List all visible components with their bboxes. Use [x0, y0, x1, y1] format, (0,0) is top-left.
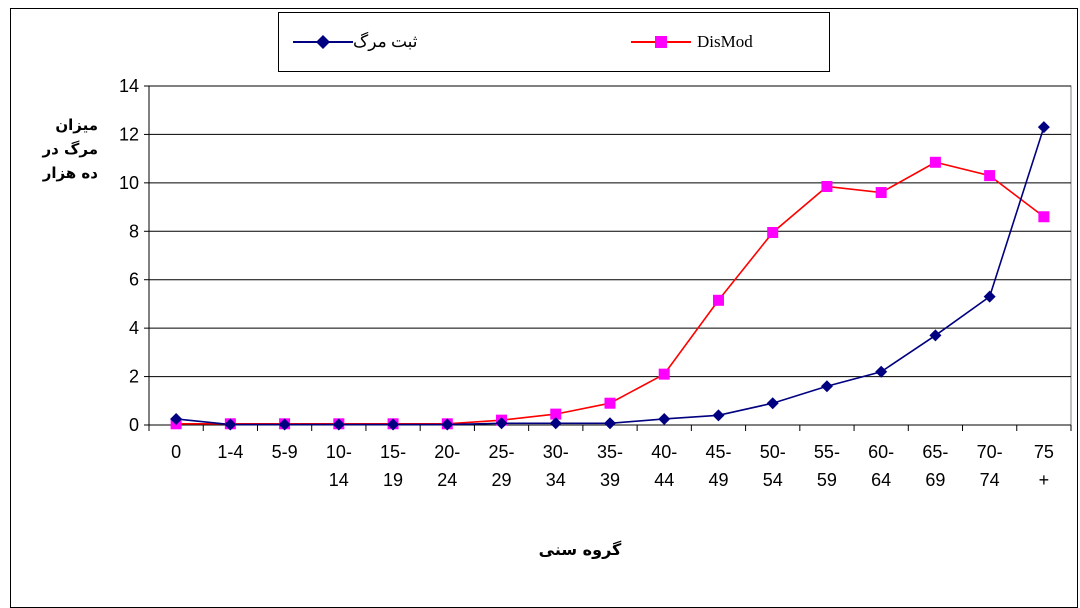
series-1-point-7 [549, 417, 562, 430]
x-tick-label-8-1: 39 [600, 470, 620, 490]
x-axis-label: گروه سنی [538, 540, 622, 559]
x-tick-label-7-0: 30- [543, 442, 569, 462]
series-1-point-12 [820, 380, 833, 393]
y-tick-label-4: 4 [129, 318, 139, 338]
series-0-point-15 [984, 170, 996, 182]
series-0-point-8 [604, 397, 616, 409]
series-line-0 [176, 161, 1045, 425]
x-tick-label-14-0: 65- [922, 442, 948, 462]
x-tick-label-9-0: 40- [651, 442, 677, 462]
x-tick-label-4-1: 19 [383, 470, 403, 490]
series-0-point-9 [658, 368, 670, 380]
series-1-point-1 [224, 418, 237, 431]
legend-swatch-death-registry [293, 35, 353, 49]
series-1-point-14 [929, 329, 942, 342]
y-axis-label: میزان مرگ در ده هزار [20, 113, 98, 185]
y-tick-label-6: 6 [129, 270, 139, 290]
series-0-point-10 [712, 294, 724, 306]
series-1-point-13 [875, 365, 888, 378]
x-tick-label-12-0: 55- [814, 442, 840, 462]
y-axis-label-line-2: مرگ در [42, 140, 98, 158]
series-0-point-16 [1038, 211, 1050, 223]
y-tick-label-14: 14 [119, 76, 139, 96]
series-0-point-7 [550, 408, 562, 420]
x-tick-label-10-1: 49 [708, 470, 728, 490]
x-tick-label-3-0: 10- [326, 442, 352, 462]
x-tick-label-2-0: 5-9 [272, 442, 298, 462]
series-line-1 [176, 126, 1045, 426]
plot-area [148, 85, 1072, 426]
legend-label-dismod: DisMod [697, 32, 753, 51]
x-tick-label-14-1: 69 [925, 470, 945, 490]
series-1-point-6 [495, 417, 508, 430]
series-1-point-4 [387, 418, 400, 431]
x-tick-label-5-0: 20- [434, 442, 460, 462]
x-tick-label-16-0: 75 [1034, 442, 1054, 462]
legend-swatch-dismod [631, 36, 691, 48]
x-tick-label-11-0: 50- [760, 442, 786, 462]
x-tick-label-9-1: 44 [654, 470, 674, 490]
chart-legend: DisMod ثبت مرگ [278, 12, 830, 72]
series-1-point-2 [278, 418, 291, 431]
y-tick-label-2: 2 [129, 367, 139, 387]
series-1-point-10 [712, 409, 725, 422]
series-1-point-8 [604, 417, 616, 430]
series-1-point-16 [1037, 121, 1050, 134]
series-1-point-9 [658, 412, 671, 425]
x-tick-label-1-0: 1-4 [217, 442, 243, 462]
y-axis-label-line-1: میزان [55, 116, 98, 134]
x-tick-label-13-0: 60- [868, 442, 894, 462]
series-0-point-14 [929, 156, 941, 168]
y-tick-label-10: 10 [119, 173, 139, 193]
series-0-point-13 [875, 187, 887, 199]
x-tick-label-15-1: 74 [980, 470, 1000, 490]
legend-label-death-registry: ثبت مرگ [353, 32, 418, 51]
series-1-point-5 [441, 418, 454, 431]
x-tick-label-15-0: 70- [977, 442, 1003, 462]
series-0-point-12 [821, 180, 833, 192]
y-tick-label-0: 0 [129, 415, 139, 435]
series-1-point-0 [170, 412, 183, 425]
series-0-point-11 [767, 226, 779, 238]
legend-item-death-registry: ثبت مرگ [293, 13, 424, 71]
y-tick-label-12: 12 [119, 124, 139, 144]
x-tick-label-13-1: 64 [871, 470, 891, 490]
series-1-point-3 [332, 418, 345, 431]
y-axis-label-line-3: ده هزار [42, 164, 98, 182]
y-tick-label-8: 8 [129, 221, 139, 241]
x-tick-label-8-0: 35- [597, 442, 623, 462]
legend-item-dismod: DisMod [631, 13, 753, 71]
x-tick-label-0-0: 0 [171, 442, 181, 462]
x-tick-label-3-1: 14 [329, 470, 349, 490]
x-tick-label-6-1: 29 [492, 470, 512, 490]
x-tick-label-11-1: 54 [763, 470, 783, 490]
x-tick-label-16-1: + [1039, 470, 1050, 490]
x-tick-label-10-0: 45- [705, 442, 731, 462]
x-tick-label-4-0: 15- [380, 442, 406, 462]
x-tick-label-6-0: 25- [489, 442, 515, 462]
chart-frame [10, 8, 1078, 608]
series-1-point-15 [983, 290, 996, 303]
series-1-point-11 [766, 397, 779, 410]
x-tick-label-5-1: 24 [437, 470, 457, 490]
x-tick-label-12-1: 59 [817, 470, 837, 490]
x-tick-label-7-1: 34 [546, 470, 566, 490]
